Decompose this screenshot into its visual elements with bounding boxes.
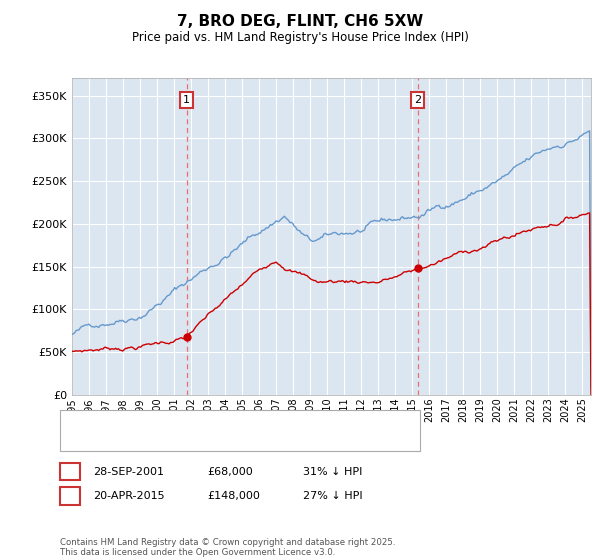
Text: 1: 1 <box>67 466 73 477</box>
Text: 7, BRO DEG, FLINT, CH6 5XW (detached house): 7, BRO DEG, FLINT, CH6 5XW (detached hou… <box>102 416 349 426</box>
Text: 1: 1 <box>183 95 190 105</box>
Text: 20-APR-2015: 20-APR-2015 <box>93 491 164 501</box>
Text: 7, BRO DEG, FLINT, CH6 5XW: 7, BRO DEG, FLINT, CH6 5XW <box>177 14 423 29</box>
Text: £148,000: £148,000 <box>207 491 260 501</box>
Text: 27% ↓ HPI: 27% ↓ HPI <box>303 491 362 501</box>
Text: Contains HM Land Registry data © Crown copyright and database right 2025.
This d: Contains HM Land Registry data © Crown c… <box>60 538 395 557</box>
Text: 2: 2 <box>67 491 73 501</box>
Text: 2: 2 <box>414 95 421 105</box>
Text: 28-SEP-2001: 28-SEP-2001 <box>93 466 164 477</box>
Text: £68,000: £68,000 <box>207 466 253 477</box>
Text: Price paid vs. HM Land Registry's House Price Index (HPI): Price paid vs. HM Land Registry's House … <box>131 31 469 44</box>
Text: 31% ↓ HPI: 31% ↓ HPI <box>303 466 362 477</box>
Text: HPI: Average price, detached house, Flintshire: HPI: Average price, detached house, Flin… <box>102 435 343 445</box>
